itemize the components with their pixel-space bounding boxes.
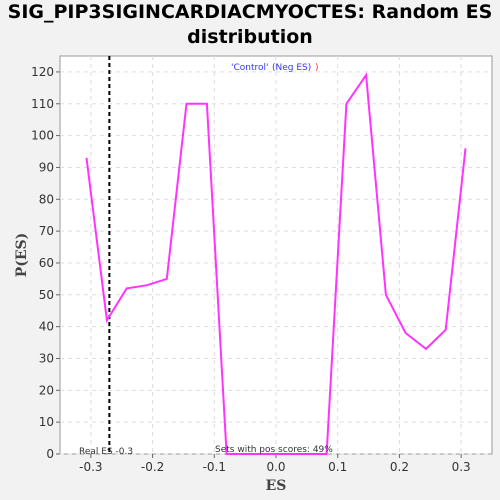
y-tick-label: 40: [39, 320, 54, 334]
x-tick-label: 0.1: [328, 460, 347, 474]
legend-trailing: ): [315, 63, 319, 73]
y-tick-label: 120: [31, 65, 54, 79]
y-tick-label: 110: [31, 97, 54, 111]
pos-scores-label: Sets with pos scores: 49%: [215, 445, 333, 455]
y-tick-label: 70: [39, 224, 54, 238]
y-tick-label: 0: [46, 447, 54, 461]
y-tick-label: 80: [39, 192, 54, 206]
chart-title-line-2: distribution: [187, 26, 313, 48]
real-es-label: Real ES -0.3: [79, 447, 133, 457]
legend-control: 'Control': [231, 63, 268, 73]
y-tick-label: 60: [39, 256, 54, 270]
x-tick-label: 0.0: [266, 460, 285, 474]
chart-title-line-1: SIG_PIP3SIGINCARDIACMYOCTES: Random ES: [7, 1, 493, 23]
grid-layer: [60, 56, 492, 455]
x-tick-label: 0.3: [452, 460, 471, 474]
ticks-layer: 0 10 20 30 40 50 60 70 80 90 100 110 120 -0.3 -0.2 -0.1…: [31, 65, 471, 474]
x-tick-label: -0.3: [79, 460, 102, 474]
y-tick-label: 20: [39, 383, 54, 397]
x-axis-label: ES: [266, 478, 287, 494]
chart-title: SIG_PIP3SIGINCARDIACMYOCTES: Random ES d…: [0, 0, 500, 50]
y-tick-label: 100: [31, 129, 54, 143]
y-tick-label: 10: [39, 415, 54, 429]
x-tick-label: -0.1: [203, 460, 226, 474]
y-tick-label: 90: [39, 160, 54, 174]
y-tick-label: 30: [39, 351, 54, 365]
y-axis-label: P(ES): [14, 233, 30, 278]
x-tick-label: 0.2: [390, 460, 409, 474]
series-line: [85, 72, 467, 455]
x-tick-label: -0.2: [141, 460, 164, 474]
legend-neg-es: (Neg ES): [272, 63, 311, 73]
y-tick-label: 50: [39, 288, 54, 302]
